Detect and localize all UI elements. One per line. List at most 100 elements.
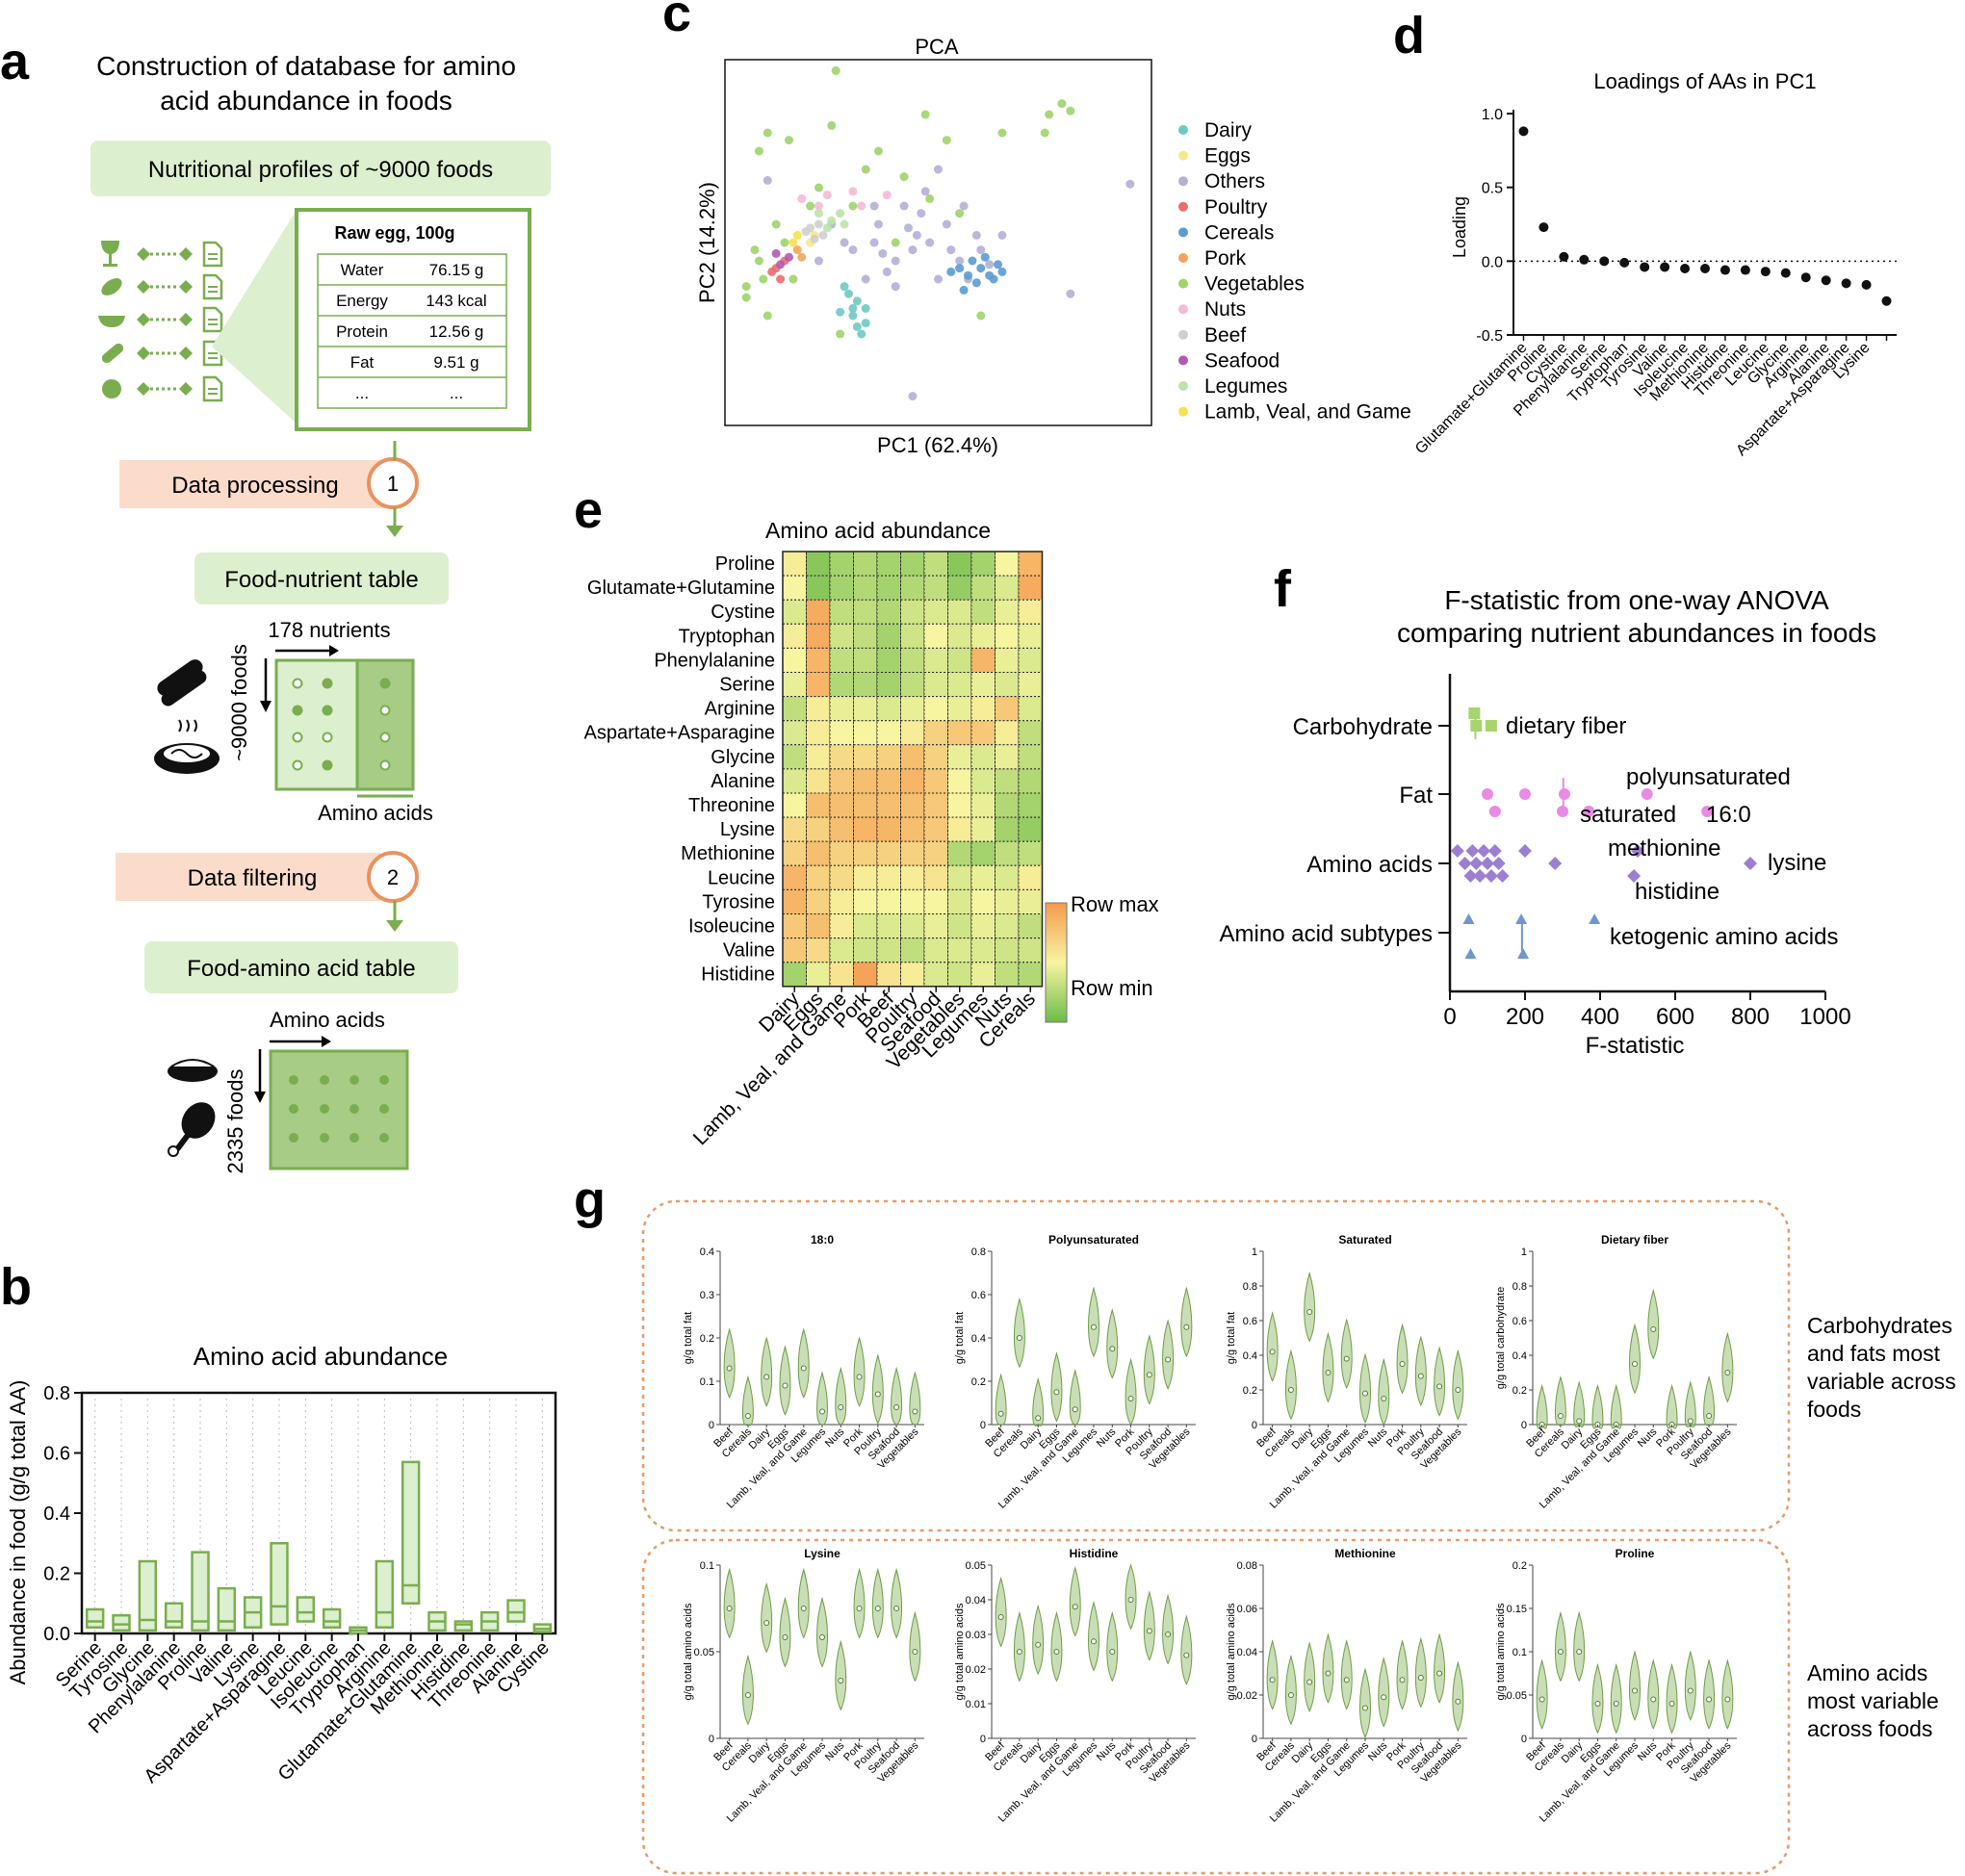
card-row-value: 9.51 g	[433, 353, 478, 372]
legend-marker	[1178, 201, 1188, 212]
violin-median	[1269, 1677, 1276, 1683]
violin-shape	[761, 1581, 773, 1654]
legend-label: Others	[1204, 170, 1265, 193]
zoom-wedge	[212, 210, 297, 424]
violin-shape	[779, 1345, 791, 1416]
panel-d-plot: 1.00.50.0-0.5Glutamate+GlutamineProlineC…	[1412, 107, 1897, 459]
violin-median	[1343, 1677, 1350, 1683]
marker-diamond	[1518, 844, 1532, 858]
amino-acids-label: Amino acids	[318, 801, 433, 825]
violin-median	[1146, 1372, 1152, 1378]
violin-median	[856, 1374, 863, 1380]
y-tick-label: 0	[1252, 1734, 1257, 1745]
y-tick-label: 0.0	[1482, 254, 1503, 270]
heatmap-cell	[853, 599, 878, 625]
profiles-label: Nutritional profiles of ~9000 foods	[148, 157, 493, 183]
x-tick-label: Nuts	[1636, 1426, 1660, 1450]
foods2335-label: 2335 foods	[223, 1069, 247, 1174]
heatmap-cell	[853, 720, 878, 746]
heatmap-cell	[900, 647, 925, 674]
violin-median	[1724, 1370, 1731, 1375]
panel-a-workflow: Construction of database for amino acid …	[90, 51, 551, 1173]
y-tick-label: 0.01	[966, 1699, 986, 1710]
sushi-icon	[168, 1059, 218, 1082]
table-dot	[289, 1104, 298, 1114]
pca-point-Legumes	[822, 223, 832, 233]
violin-shape	[871, 1567, 884, 1639]
violin-median	[1650, 1326, 1657, 1332]
violin-shape	[835, 1639, 847, 1711]
heatmap-cell	[1018, 672, 1043, 698]
violin-shape	[1088, 1286, 1099, 1358]
y-tick-label: 0	[1521, 1420, 1527, 1431]
pca-point-Others	[959, 201, 969, 211]
heatmap-cell	[876, 599, 901, 625]
y-tick-label: 0	[980, 1734, 986, 1745]
pca-point-Others	[861, 274, 870, 284]
violin-median	[819, 1408, 825, 1415]
y-tick-label: 0.2	[700, 1333, 714, 1345]
heatmap-cell	[1018, 864, 1043, 890]
heatmap-cell	[900, 599, 925, 625]
card-row-name: Protein	[336, 322, 388, 341]
legend-label: Nuts	[1204, 298, 1246, 321]
heatmap-cell	[970, 720, 995, 746]
profiles-box	[90, 141, 551, 196]
card-table-frame	[317, 253, 507, 409]
violin-median	[1109, 1649, 1116, 1655]
heatmap-row-label: Methionine	[681, 843, 775, 864]
pca-point-Others	[878, 248, 888, 258]
pca-point-Cereals	[997, 267, 1007, 276]
heatmap-cell	[806, 575, 831, 601]
violin-shape	[1573, 1610, 1586, 1683]
heatmap-cell	[876, 720, 901, 746]
heatmap-cell	[782, 938, 807, 964]
violin-shape	[1050, 1610, 1063, 1683]
heatmap-cell	[947, 672, 972, 698]
heatmap-cell	[923, 864, 948, 890]
diamond-marker	[179, 313, 193, 326]
marker-square	[1468, 707, 1481, 719]
heatmap-cell	[806, 599, 831, 625]
heatmap-cell	[900, 816, 925, 842]
table-dot	[379, 1133, 389, 1143]
violin-shape	[1610, 1662, 1622, 1735]
violin-shape	[1414, 1335, 1427, 1406]
heatmap-cell	[829, 744, 854, 770]
pca-point-Vegetables	[789, 274, 798, 284]
y-tick-label: 0.6	[1243, 1316, 1257, 1327]
heatmap-cell	[923, 840, 948, 866]
panel-letter-a: a	[0, 33, 30, 90]
table-dot	[379, 705, 391, 716]
violin-title: Proline	[1616, 1547, 1655, 1560]
violin-median	[1687, 1418, 1694, 1425]
violin-median	[1399, 1361, 1406, 1367]
violin-median	[1035, 1415, 1042, 1422]
heatmap-cell	[806, 744, 831, 770]
heatmap-cell	[806, 888, 831, 915]
row1-note: Carbohydrates and fats most variable acr…	[1807, 1313, 1956, 1422]
heatmap-cell	[782, 768, 807, 794]
violin-ylabel: g/g total amino acids	[954, 1603, 966, 1700]
violin-median	[800, 1606, 807, 1611]
legend-marker	[1178, 406, 1188, 417]
marker-square	[1485, 720, 1497, 732]
violin-shape	[1629, 1323, 1641, 1395]
table-dot	[292, 678, 303, 689]
loading-point	[1780, 268, 1791, 278]
violin-median	[893, 1606, 900, 1611]
pca-point-Nuts	[882, 191, 892, 200]
violin-ylabel: g/g total amino acids	[1226, 1603, 1237, 1700]
loading-point	[1680, 264, 1691, 273]
pca-point-Vegetables	[1040, 128, 1049, 138]
x-tick-label: 0	[1443, 1004, 1456, 1030]
violin-shape	[1647, 1288, 1660, 1360]
colorbar-max-label: Row max	[1071, 892, 1159, 916]
pca-point-Cereals	[971, 278, 981, 288]
pca-point-Seafood	[776, 260, 786, 270]
legend-marker	[1178, 355, 1188, 366]
violin-ylabel: g/g total fat	[954, 1312, 966, 1364]
panel-letter-f: f	[1274, 560, 1292, 618]
group-label: Fat	[1399, 783, 1433, 809]
pca-point-Dairy	[848, 303, 858, 313]
